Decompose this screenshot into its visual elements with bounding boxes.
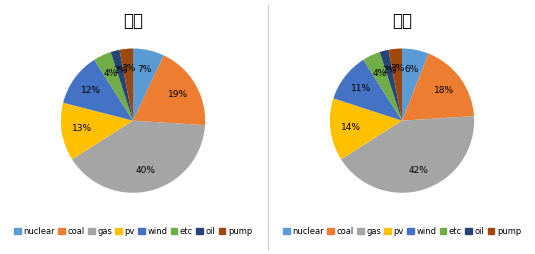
Wedge shape — [380, 50, 402, 121]
Text: 6%: 6% — [404, 65, 419, 74]
Text: 7%: 7% — [137, 66, 151, 74]
Legend: nuclear, coal, gas, pv, wind, etc, oil, pump: nuclear, coal, gas, pv, wind, etc, oil, … — [280, 224, 524, 239]
Text: 4%: 4% — [104, 69, 118, 78]
Text: 42%: 42% — [408, 166, 428, 174]
Wedge shape — [402, 54, 474, 121]
Text: 11%: 11% — [351, 84, 371, 93]
Wedge shape — [333, 60, 402, 121]
Wedge shape — [111, 50, 133, 121]
Wedge shape — [388, 49, 402, 121]
Wedge shape — [63, 60, 133, 121]
Wedge shape — [133, 55, 205, 125]
Text: 40%: 40% — [136, 166, 156, 176]
Text: 19%: 19% — [167, 90, 188, 99]
Wedge shape — [133, 49, 164, 121]
Wedge shape — [402, 49, 429, 121]
Text: 2%: 2% — [113, 66, 127, 75]
Title: 용량: 용량 — [123, 12, 143, 30]
Wedge shape — [94, 52, 133, 121]
Text: 2%: 2% — [382, 66, 396, 75]
Wedge shape — [330, 98, 402, 159]
Wedge shape — [72, 121, 205, 193]
Text: 14%: 14% — [340, 123, 361, 132]
Text: 13%: 13% — [72, 124, 92, 133]
Wedge shape — [61, 103, 133, 159]
Wedge shape — [363, 52, 402, 121]
Text: 18%: 18% — [434, 86, 454, 95]
Wedge shape — [119, 49, 133, 121]
Legend: nuclear, coal, gas, pv, wind, etc, oil, pump: nuclear, coal, gas, pv, wind, etc, oil, … — [11, 224, 255, 239]
Text: 4%: 4% — [373, 69, 387, 78]
Wedge shape — [341, 116, 474, 193]
Text: 12%: 12% — [81, 86, 101, 95]
Title: 용량: 용량 — [392, 12, 412, 30]
Text: 3%: 3% — [390, 65, 404, 73]
Text: 3%: 3% — [121, 65, 135, 73]
